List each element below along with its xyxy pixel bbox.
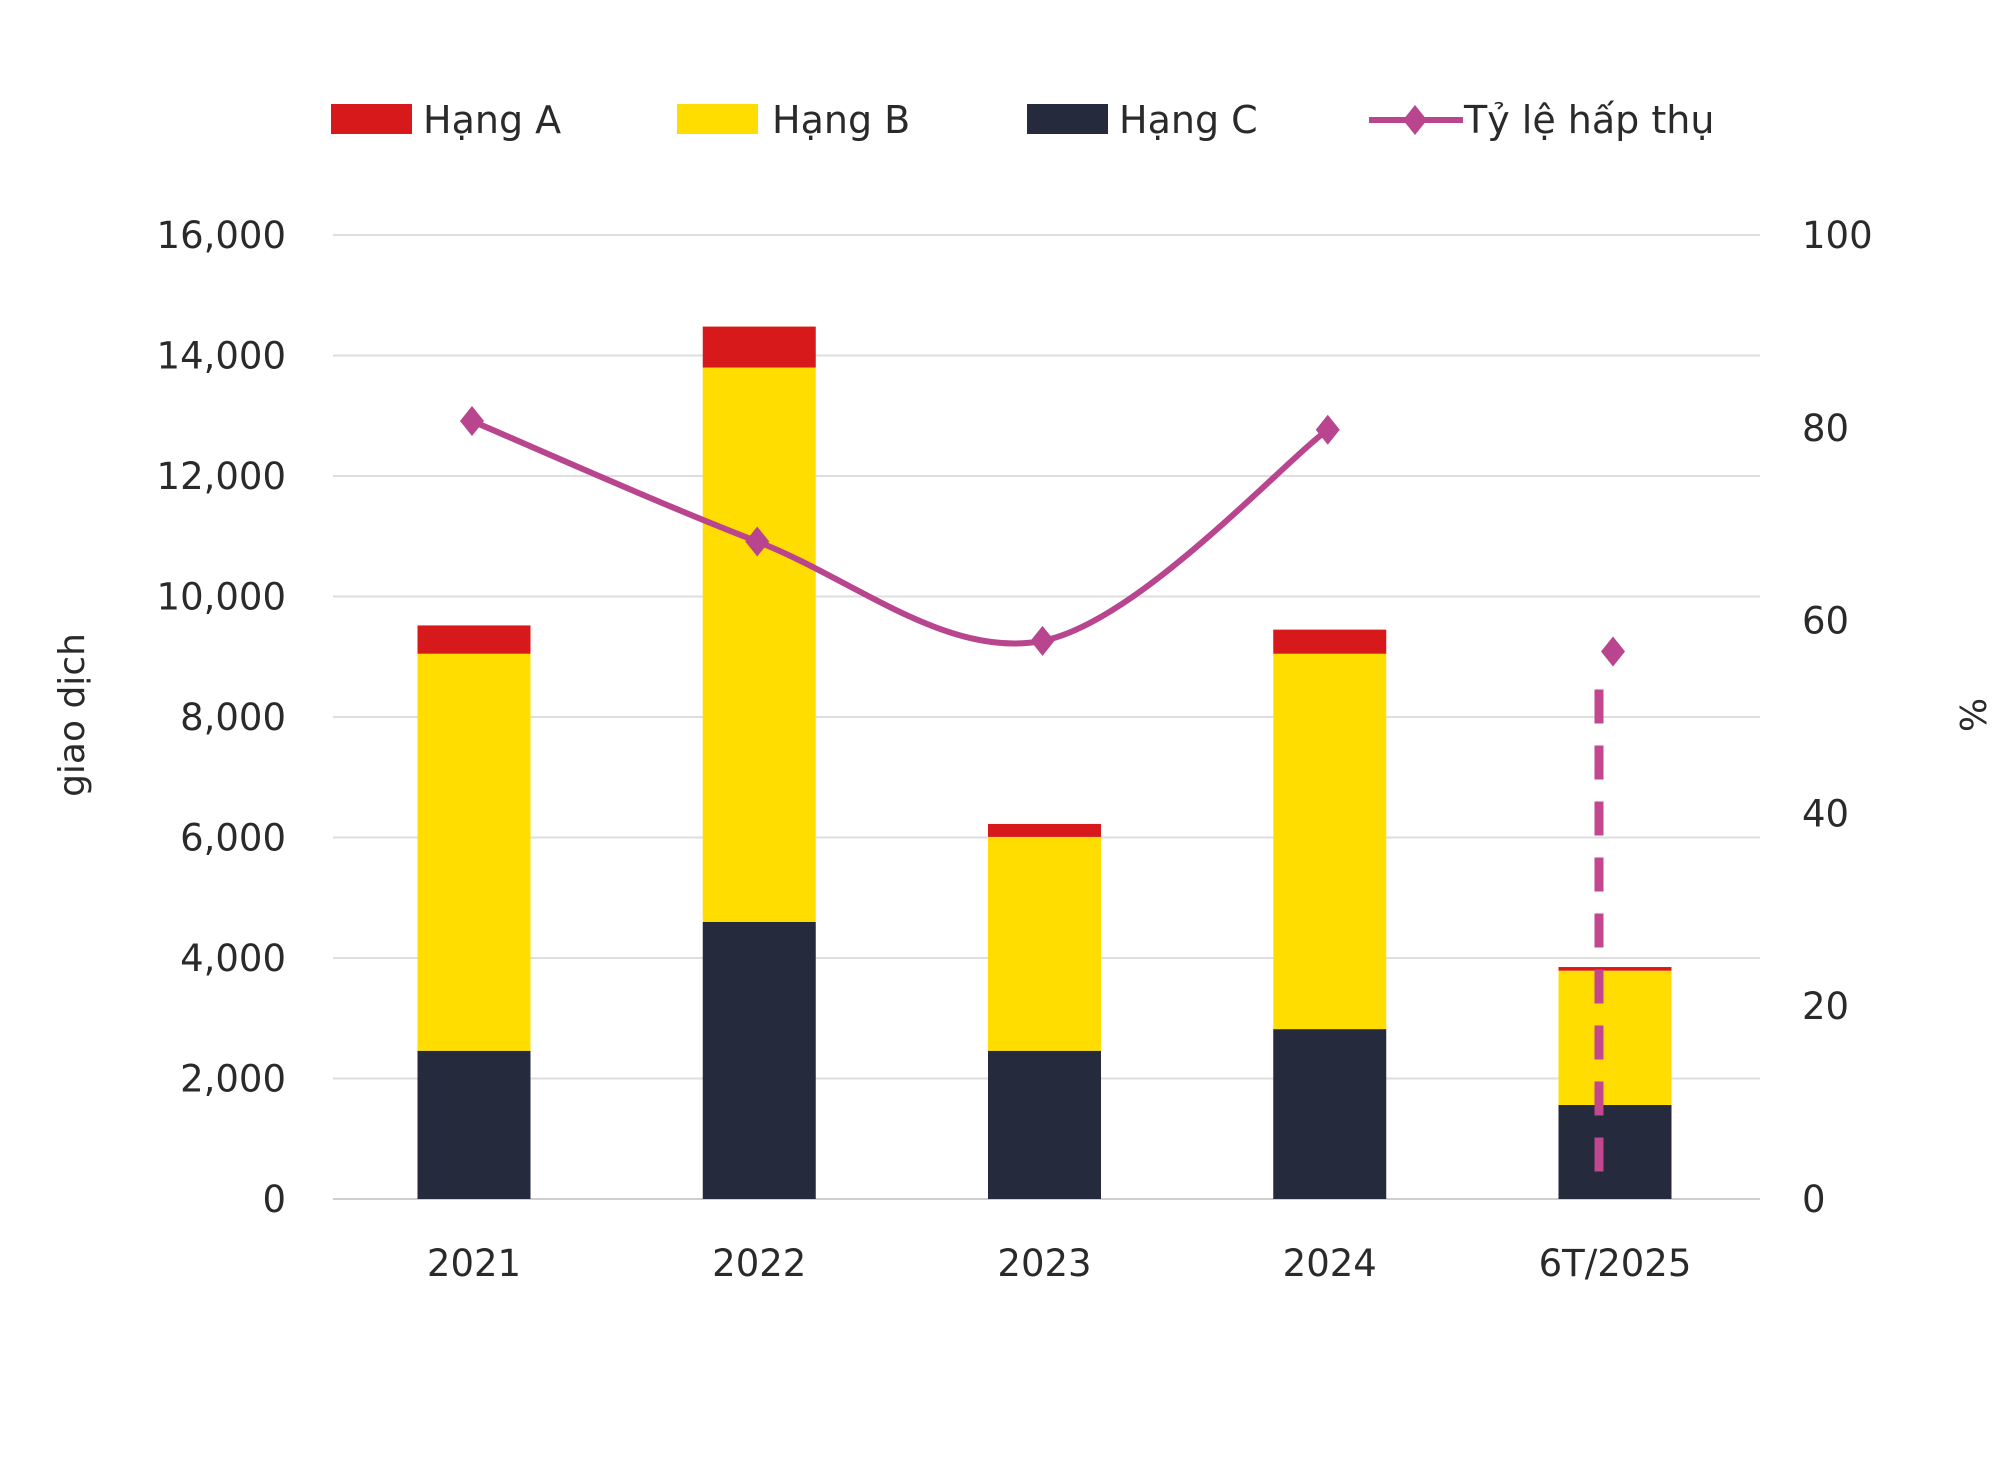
bar-hạng-a bbox=[702, 326, 816, 368]
y-tick-label: 10,000 bbox=[157, 576, 286, 619]
bars bbox=[417, 326, 1672, 1199]
y-tick-label: 4,000 bbox=[180, 937, 286, 980]
y-axis-right-label: % bbox=[1951, 698, 1992, 732]
y-right-tick-label: 80 bbox=[1802, 407, 1849, 450]
bar-hạng-b bbox=[1558, 970, 1672, 1106]
legend-swatch bbox=[1027, 104, 1108, 134]
legend-label: Hạng B bbox=[772, 98, 910, 142]
legend-label: Hạng C bbox=[1119, 98, 1258, 142]
legend-swatch bbox=[331, 104, 412, 134]
y-right-tick-label: 40 bbox=[1802, 792, 1849, 835]
gridlines bbox=[333, 234, 1760, 1200]
bar-hạng-b bbox=[417, 653, 531, 1051]
absorption-line bbox=[460, 406, 1625, 1181]
legend-label: Tỷ lệ hấp thụ bbox=[1463, 98, 1714, 142]
x-tick-label: 2023 bbox=[997, 1242, 1091, 1285]
y-tick-label: 0 bbox=[262, 1178, 286, 1221]
x-tick-label: 2024 bbox=[1283, 1242, 1377, 1285]
bar-hạng-a bbox=[1558, 967, 1672, 971]
y-right-tick-label: 60 bbox=[1802, 600, 1849, 643]
x-tick-label: 6T/2025 bbox=[1539, 1242, 1692, 1285]
y-right-tick-label: 100 bbox=[1802, 214, 1873, 257]
axes: 0 2,000 4,000 6,000 8,000 10,000 12,000 14,000 1… bbox=[157, 214, 1873, 1285]
y-tick-label: 12,000 bbox=[157, 455, 286, 498]
absorption-marker bbox=[745, 526, 770, 557]
absorption-marker bbox=[1030, 625, 1055, 656]
y-right-tick-label: 20 bbox=[1802, 985, 1849, 1028]
bar-hạng-c bbox=[702, 921, 816, 1199]
absorption-marker bbox=[460, 406, 484, 437]
bar-hạng-a bbox=[417, 625, 531, 654]
legend: Hạng A Hạng B Hạng C Tỷ lệ hấp thụ bbox=[331, 98, 1714, 142]
bar-hạng-b bbox=[988, 836, 1101, 1051]
y-axis-label: giao dịch bbox=[52, 633, 93, 797]
legend-diamond-icon bbox=[1403, 105, 1427, 135]
y-tick-label: 14,000 bbox=[157, 335, 286, 378]
x-tick-label: 2021 bbox=[427, 1242, 521, 1285]
legend-label: Hạng A bbox=[423, 98, 561, 142]
absorption-marker bbox=[1315, 414, 1340, 445]
bar-hạng-c bbox=[1273, 1029, 1387, 1199]
y-tick-label: 16,000 bbox=[157, 214, 286, 257]
bar-hạng-b bbox=[1273, 653, 1387, 1030]
y-right-tick-label: 0 bbox=[1802, 1178, 1826, 1221]
y-tick-label: 6,000 bbox=[180, 817, 286, 860]
bar-hạng-a bbox=[988, 823, 1101, 837]
legend-swatch bbox=[677, 104, 758, 134]
bar-hạng-b bbox=[702, 367, 816, 922]
bar-hạng-c bbox=[1558, 1105, 1672, 1199]
bar-hạng-c bbox=[988, 1050, 1101, 1199]
bar-hạng-c bbox=[417, 1050, 531, 1199]
absorption-marker bbox=[1601, 636, 1625, 667]
x-tick-label: 2022 bbox=[712, 1242, 806, 1285]
bar-hạng-a bbox=[1273, 629, 1387, 654]
y-tick-label: 2,000 bbox=[180, 1058, 286, 1101]
y-tick-label: 8,000 bbox=[180, 696, 286, 739]
absorption-line-path bbox=[470, 418, 1330, 647]
